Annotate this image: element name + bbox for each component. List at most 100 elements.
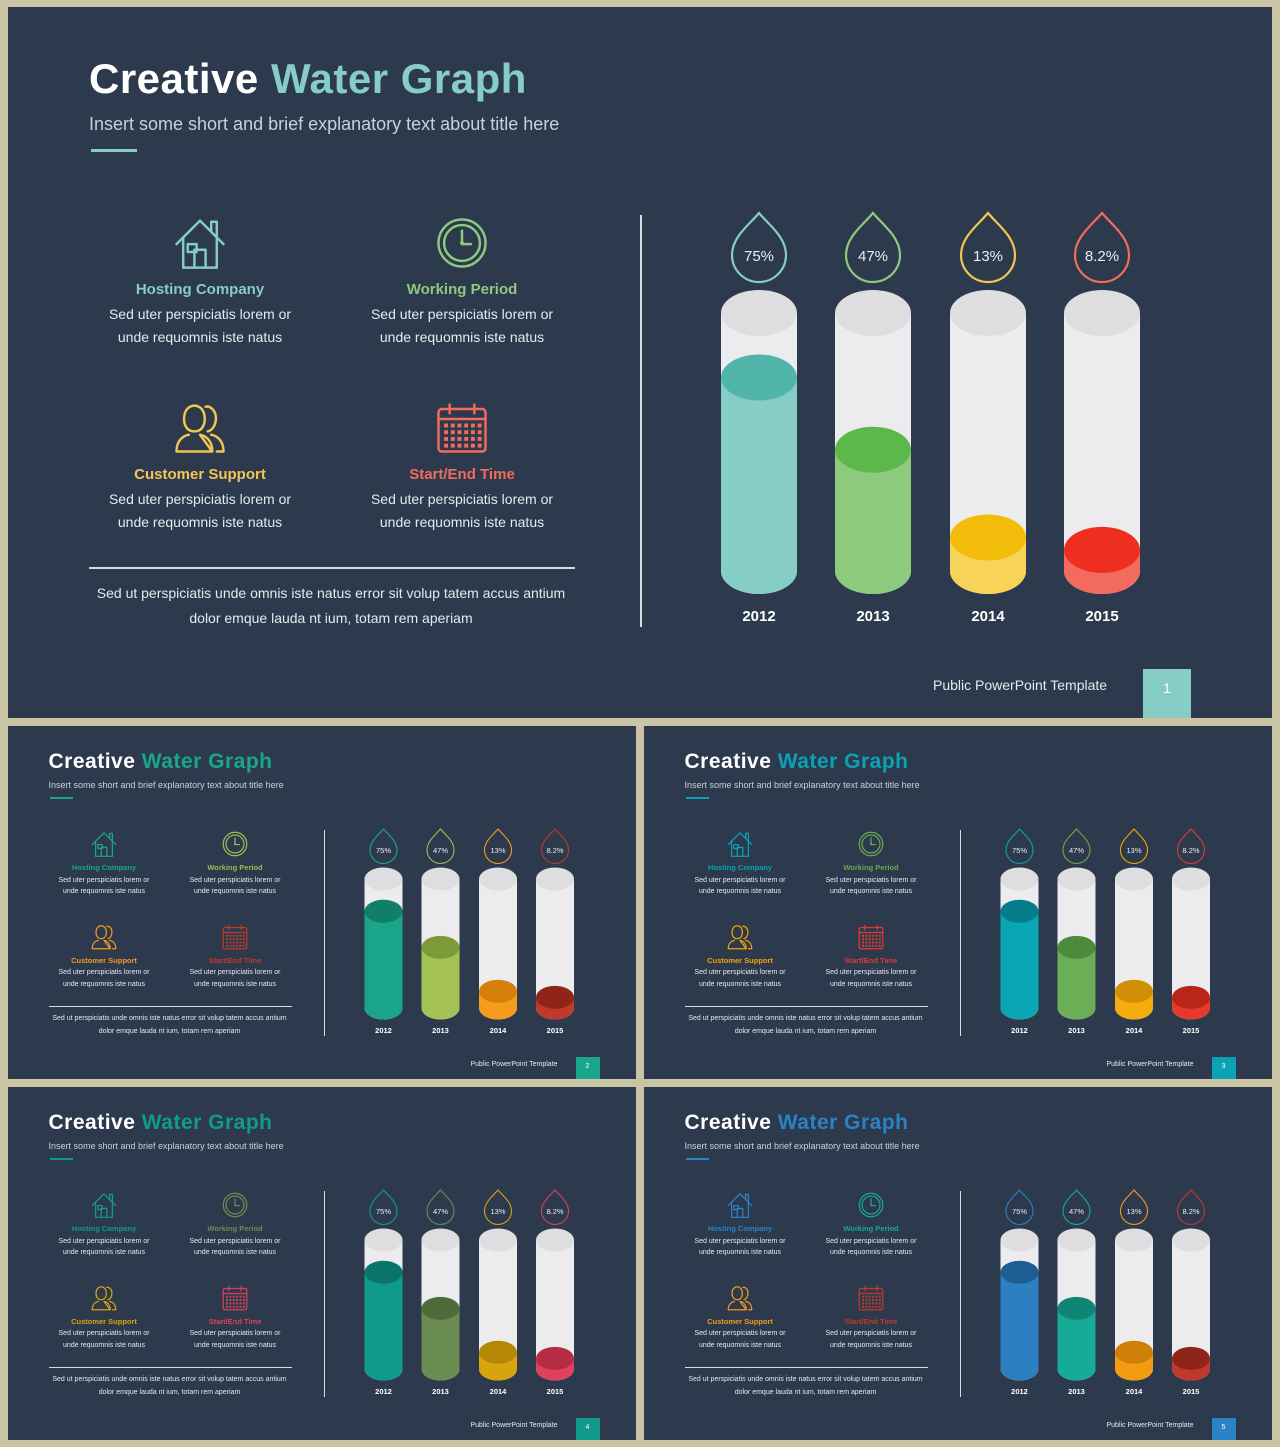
drop-marker-2013 [1062, 1189, 1091, 1226]
drop-marker-2015 [540, 828, 570, 865]
title-word-2: Water Graph [270, 55, 527, 102]
water-fill-2014 [479, 1352, 517, 1381]
water-surface-2012 [364, 899, 403, 923]
category-label-2012: 2012 [375, 1387, 392, 1396]
feature-description: Sed uter perspiciatis lorem or unde requ… [189, 1330, 281, 1349]
bar-2012: 75% 2012 [364, 1189, 403, 1396]
feature-start-end-time: Start/End Time Sed uter perspiciatis lore… [796, 923, 946, 991]
water-surface-2014 [950, 514, 1026, 561]
slide-2[interactable]: Creative Water Graph Insert some short an… [8, 726, 636, 1079]
water-fill-2015 [1064, 549, 1140, 594]
value-label-2015: 8.2% [1085, 248, 1119, 265]
feature-title: Start/End Time [208, 955, 262, 965]
bar-2013: 47% 2013 [1057, 1189, 1096, 1396]
feature-customer-support: Customer Support Sed uter perspiciatis lo… [665, 923, 815, 991]
slide-subtitle: Insert some short and brief explanatory … [684, 779, 920, 790]
bar-2012: 75% 2012 [1000, 828, 1039, 1035]
section-divider [48, 1367, 292, 1368]
water-fill-2013 [421, 947, 460, 1020]
slide-3[interactable]: Creative Water Graph Insert some short an… [644, 726, 1272, 1079]
drop-marker-2012 [369, 828, 398, 865]
water-surface-2014 [479, 1340, 517, 1364]
users-icon [726, 1284, 754, 1312]
feature-description: Sed uter perspiciatis lorem or unde requ… [370, 306, 554, 345]
feature-working-period: Working Period Sed uter perspiciatis lore… [796, 830, 946, 898]
feature-description: Sed uter perspiciatis lorem or unde requ… [694, 876, 786, 896]
title-word-1: Creative [48, 1111, 136, 1134]
bar-2015: 8.2% 2015 [536, 1189, 574, 1396]
feature-description: Sed uter perspiciatis lorem or unde requ… [825, 1330, 917, 1349]
water-fill-2013 [835, 449, 911, 594]
feature-title: Start/End Time [409, 466, 515, 483]
feature-title: Start/End Time [844, 955, 898, 965]
feature-title: Hosting Company [707, 1224, 773, 1233]
users-icon [726, 923, 754, 951]
title-underline [49, 797, 73, 799]
category-label-2015: 2015 [547, 1026, 564, 1035]
drop-marker-2012 [1005, 1189, 1034, 1226]
bar-2015: 8.2% 2015 [1172, 828, 1210, 1035]
feature-description: Sed uter perspiciatis lorem or unde requ… [825, 969, 917, 988]
house-icon [90, 830, 118, 858]
drop-marker-2014 [1119, 1189, 1149, 1226]
bar-2012: 75% 2012 [364, 828, 403, 1035]
clock-icon [857, 1191, 885, 1219]
water-surface-2014 [1115, 1340, 1153, 1364]
drop-marker-2013 [426, 828, 455, 865]
users-icon [172, 400, 228, 456]
slide-subtitle: Insert some short and brief explanatory … [89, 114, 560, 134]
value-label-2013: 47% [1069, 1207, 1084, 1216]
category-label-2013: 2013 [856, 608, 889, 625]
feature-description: Sed uter perspiciatis lorem or unde requ… [58, 1237, 150, 1257]
feature-title: Start/End Time [208, 1316, 262, 1326]
value-label-2015: 8.2% [546, 846, 563, 855]
feature-title: Working Period [406, 281, 518, 298]
feature-title: Customer Support [71, 1316, 137, 1326]
feature-description: Sed uter perspiciatis lorem or unde requ… [694, 969, 786, 988]
slide-title: Creative Water Graph [89, 55, 527, 103]
footer-text: Public PowerPoint Template [933, 677, 1108, 693]
water-fill-2012 [721, 377, 797, 594]
value-label-2015: 8.2% [1182, 846, 1199, 855]
page-number: 4 [575, 1418, 600, 1440]
drop-marker-2015 [540, 1189, 570, 1226]
feature-title: Hosting Company [71, 1224, 137, 1233]
feature-description: Sed uter perspiciatis lorem or unde requ… [825, 1237, 917, 1257]
feature-customer-support: Customer Support Sed uter perspiciatis lo… [665, 1284, 815, 1352]
category-label-2013: 2013 [432, 1026, 449, 1035]
drop-marker-2014 [959, 211, 1017, 284]
house-icon [90, 1191, 118, 1219]
value-label-2013: 47% [433, 846, 448, 855]
footer-text: Public PowerPoint Template [470, 1061, 558, 1068]
value-label-2012: 75% [376, 1207, 391, 1216]
value-label-2014: 13% [1126, 1207, 1141, 1216]
bar-2014: 13% 2014 [1115, 828, 1153, 1035]
slide-1[interactable]: Creative Water Graph Insert some short an… [8, 7, 1272, 718]
bar-2014: 13% 2014 [479, 828, 517, 1035]
slide-5[interactable]: Creative Water Graph Insert some short an… [644, 1087, 1272, 1440]
house-icon [172, 215, 228, 271]
feature-description: Sed uter perspiciatis lorem or unde requ… [189, 969, 281, 988]
water-surface-2012 [1000, 1260, 1039, 1284]
category-label-2015: 2015 [1183, 1387, 1200, 1396]
section-divider [48, 1006, 292, 1007]
slide-subtitle: Insert some short and brief explanatory … [48, 779, 284, 790]
feature-description: Sed uter perspiciatis lorem or unde requ… [58, 876, 150, 896]
value-label-2014: 13% [490, 846, 505, 855]
bar-2015: 8.2% 2015 [1064, 211, 1140, 625]
slide-4[interactable]: Creative Water Graph Insert some short an… [8, 1087, 636, 1440]
clock-icon [434, 215, 490, 271]
water-surface-2012 [1000, 899, 1039, 923]
water-surface-2015 [536, 1346, 574, 1370]
section-divider [89, 567, 575, 569]
category-label-2014: 2014 [1126, 1026, 1144, 1035]
water-fill-2015 [536, 997, 574, 1020]
bar-2015: 8.2% 2015 [1172, 1189, 1210, 1396]
page-number: 5 [1211, 1418, 1236, 1440]
water-fill-2015 [1172, 1358, 1210, 1381]
feature-working-period: Working Period Sed uter perspiciatis lore… [160, 830, 310, 898]
water-surface-2012 [721, 354, 797, 401]
title-underline [49, 1158, 73, 1160]
category-label-2012: 2012 [1011, 1026, 1028, 1035]
bar-2013: 47% 2013 [421, 828, 460, 1035]
